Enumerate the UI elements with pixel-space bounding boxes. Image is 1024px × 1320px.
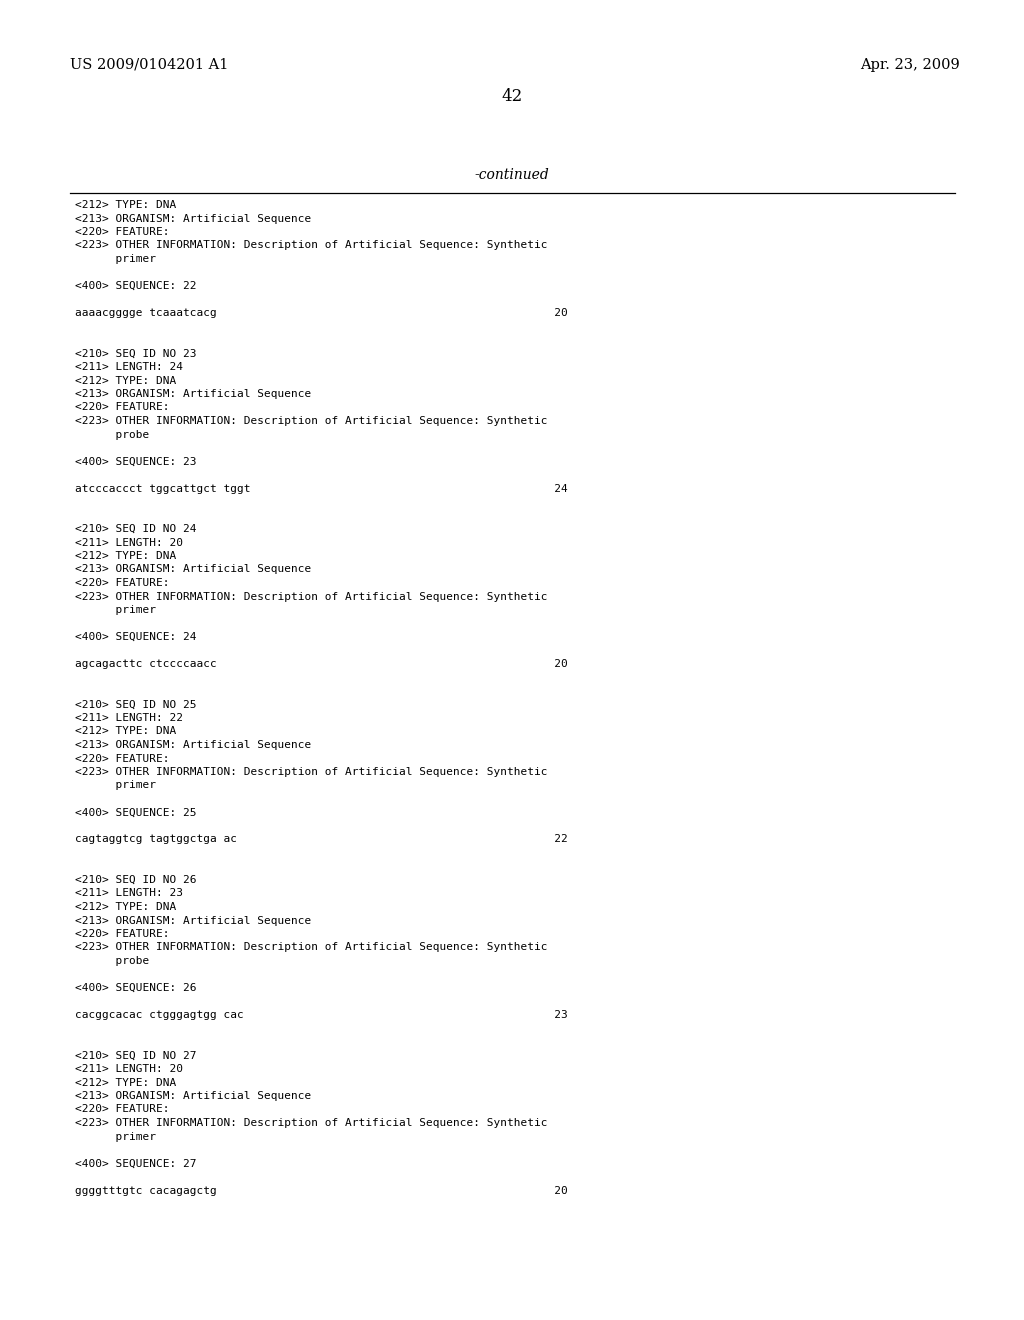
Text: <210> SEQ ID NO 27: <210> SEQ ID NO 27 [75,1051,197,1060]
Text: <213> ORGANISM: Artificial Sequence: <213> ORGANISM: Artificial Sequence [75,389,311,399]
Text: <210> SEQ ID NO 26: <210> SEQ ID NO 26 [75,875,197,884]
Text: primer: primer [75,605,156,615]
Text: <223> OTHER INFORMATION: Description of Artificial Sequence: Synthetic: <223> OTHER INFORMATION: Description of … [75,1118,548,1129]
Text: probe: probe [75,429,150,440]
Text: <223> OTHER INFORMATION: Description of Artificial Sequence: Synthetic: <223> OTHER INFORMATION: Description of … [75,416,548,426]
Text: <210> SEQ ID NO 23: <210> SEQ ID NO 23 [75,348,197,359]
Text: 42: 42 [502,88,522,106]
Text: atcccaccct tggcattgct tggt                                             24: atcccaccct tggcattgct tggt 24 [75,483,567,494]
Text: primer: primer [75,1131,156,1142]
Text: cacggcacac ctgggagtgg cac                                              23: cacggcacac ctgggagtgg cac 23 [75,1010,567,1020]
Text: Apr. 23, 2009: Apr. 23, 2009 [860,58,961,73]
Text: <400> SEQUENCE: 27: <400> SEQUENCE: 27 [75,1159,197,1168]
Text: <212> TYPE: DNA: <212> TYPE: DNA [75,375,176,385]
Text: <220> FEATURE:: <220> FEATURE: [75,1105,170,1114]
Text: <212> TYPE: DNA: <212> TYPE: DNA [75,902,176,912]
Text: cagtaggtcg tagtggctga ac                                               22: cagtaggtcg tagtggctga ac 22 [75,834,567,845]
Text: <211> LENGTH: 20: <211> LENGTH: 20 [75,537,183,548]
Text: <220> FEATURE:: <220> FEATURE: [75,227,170,238]
Text: <220> FEATURE:: <220> FEATURE: [75,403,170,412]
Text: <211> LENGTH: 22: <211> LENGTH: 22 [75,713,183,723]
Text: <220> FEATURE:: <220> FEATURE: [75,929,170,939]
Text: <400> SEQUENCE: 25: <400> SEQUENCE: 25 [75,808,197,817]
Text: <213> ORGANISM: Artificial Sequence: <213> ORGANISM: Artificial Sequence [75,741,311,750]
Text: <212> TYPE: DNA: <212> TYPE: DNA [75,201,176,210]
Text: <213> ORGANISM: Artificial Sequence: <213> ORGANISM: Artificial Sequence [75,214,311,223]
Text: <400> SEQUENCE: 26: <400> SEQUENCE: 26 [75,983,197,993]
Text: <223> OTHER INFORMATION: Description of Artificial Sequence: Synthetic: <223> OTHER INFORMATION: Description of … [75,942,548,953]
Text: <213> ORGANISM: Artificial Sequence: <213> ORGANISM: Artificial Sequence [75,1092,311,1101]
Text: <400> SEQUENCE: 24: <400> SEQUENCE: 24 [75,632,197,642]
Text: US 2009/0104201 A1: US 2009/0104201 A1 [70,58,228,73]
Text: <211> LENGTH: 23: <211> LENGTH: 23 [75,888,183,899]
Text: ggggtttgtc cacagagctg                                                  20: ggggtttgtc cacagagctg 20 [75,1185,567,1196]
Text: <212> TYPE: DNA: <212> TYPE: DNA [75,550,176,561]
Text: -continued: -continued [475,168,549,182]
Text: <223> OTHER INFORMATION: Description of Artificial Sequence: Synthetic: <223> OTHER INFORMATION: Description of … [75,767,548,777]
Text: aaaacgggge tcaaatcacg                                                  20: aaaacgggge tcaaatcacg 20 [75,308,567,318]
Text: <220> FEATURE:: <220> FEATURE: [75,754,170,763]
Text: <223> OTHER INFORMATION: Description of Artificial Sequence: Synthetic: <223> OTHER INFORMATION: Description of … [75,591,548,602]
Text: <213> ORGANISM: Artificial Sequence: <213> ORGANISM: Artificial Sequence [75,565,311,574]
Text: <223> OTHER INFORMATION: Description of Artificial Sequence: Synthetic: <223> OTHER INFORMATION: Description of … [75,240,548,251]
Text: primer: primer [75,780,156,791]
Text: <211> LENGTH: 24: <211> LENGTH: 24 [75,362,183,372]
Text: <220> FEATURE:: <220> FEATURE: [75,578,170,587]
Text: <212> TYPE: DNA: <212> TYPE: DNA [75,726,176,737]
Text: <211> LENGTH: 20: <211> LENGTH: 20 [75,1064,183,1074]
Text: probe: probe [75,956,150,966]
Text: <210> SEQ ID NO 24: <210> SEQ ID NO 24 [75,524,197,535]
Text: agcagacttc ctccccaacc                                                  20: agcagacttc ctccccaacc 20 [75,659,567,669]
Text: <400> SEQUENCE: 22: <400> SEQUENCE: 22 [75,281,197,290]
Text: <210> SEQ ID NO 25: <210> SEQ ID NO 25 [75,700,197,710]
Text: <212> TYPE: DNA: <212> TYPE: DNA [75,1077,176,1088]
Text: <213> ORGANISM: Artificial Sequence: <213> ORGANISM: Artificial Sequence [75,916,311,925]
Text: primer: primer [75,253,156,264]
Text: <400> SEQUENCE: 23: <400> SEQUENCE: 23 [75,457,197,466]
